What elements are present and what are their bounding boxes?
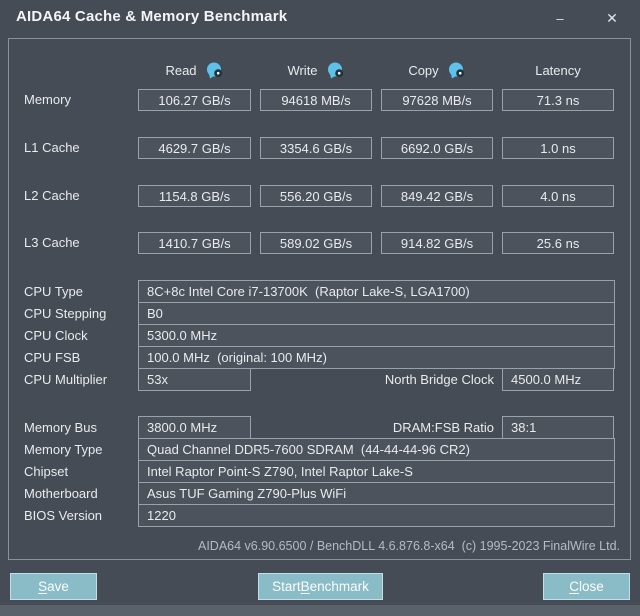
memory-read-value: 106.27 GB/s [138,89,251,111]
chipset-label: Chipset [24,464,69,479]
cpu-fsb-label: CPU FSB [24,350,81,365]
l2-write-value: 556.20 GB/s [260,185,372,207]
bios-version-row: BIOS Version 1220 [9,504,630,527]
cpu-stepping-row: CPU Stepping B0 [9,302,630,325]
l3-latency-value: 25.6 ns [502,232,614,254]
memory-latency-value: 71.3 ns [502,89,614,111]
close-button[interactable]: ✕ [590,0,634,36]
l1-latency-value: 1.0 ns [502,137,614,159]
north-bridge-clock-field: 4500.0 MHz [502,368,614,391]
column-header-read: Read [138,61,251,79]
cpu-type-row: CPU Type 8C+8c Intel Core i7-13700K (Rap… [9,280,630,303]
l1-copy-value: 6692.0 GB/s [381,137,493,159]
north-bridge-clock-label: North Bridge Clock [384,372,494,387]
cpu-multiplier-row: CPU Multiplier 53x North Bridge Clock 45… [9,368,630,391]
benchmark-row-l1-cache: L1 Cache 4629.7 GB/s 3354.6 GB/s 6692.0 … [9,137,630,159]
cpu-clock-label: CPU Clock [24,328,88,343]
bios-version-label: BIOS Version [24,508,103,523]
row-label-memory: Memory [24,92,71,107]
motherboard-row: Motherboard Asus TUF Gaming Z790-Plus Wi… [9,482,630,505]
bios-version-field: 1220 [138,504,615,527]
column-header-latency: Latency [502,61,614,79]
copy-info-bubble-icon[interactable] [448,62,466,79]
cpu-clock-field: 5300.0 MHz [138,324,615,347]
column-header-write: Write [260,61,372,79]
minimize-button[interactable]: – [538,0,582,36]
l2-copy-value: 849.42 GB/s [381,185,493,207]
motherboard-field: Asus TUF Gaming Z790-Plus WiFi [138,482,615,505]
write-column-label: Write [287,62,318,78]
dram-fsb-ratio-field: 38:1 [502,416,614,439]
memory-copy-value: 97628 MB/s [381,89,493,111]
memory-bus-field: 3800.0 MHz [138,416,251,439]
cpu-multiplier-field: 53x [138,368,251,391]
l3-write-value: 589.02 GB/s [260,232,372,254]
cpu-clock-row: CPU Clock 5300.0 MHz [9,324,630,347]
window-bottom-edge [0,605,640,616]
row-label-l1-cache: L1 Cache [24,140,80,155]
write-info-bubble-icon[interactable] [327,62,345,79]
chipset-row: Chipset Intel Raptor Point-S Z790, Intel… [9,460,630,483]
l3-read-value: 1410.7 GB/s [138,232,251,254]
memory-bus-row: Memory Bus 3800.0 MHz DRAM:FSB Ratio 38:… [9,416,630,439]
version-footer: AIDA64 v6.90.6500 / BenchDLL 4.6.876.8-x… [197,539,620,553]
l2-latency-value: 4.0 ns [502,185,614,207]
close-icon: ✕ [606,9,618,26]
column-header-copy: Copy [381,61,493,79]
l1-write-value: 3354.6 GB/s [260,137,372,159]
cpu-stepping-label: CPU Stepping [24,306,107,321]
read-column-label: Read [165,62,197,78]
cpu-fsb-field: 100.0 MHz (original: 100 MHz) [138,346,615,369]
memory-type-row: Memory Type Quad Channel DDR5-7600 SDRAM… [9,438,630,461]
chipset-field: Intel Raptor Point-S Z790, Intel Raptor … [138,460,615,483]
row-label-l2-cache: L2 Cache [24,188,80,203]
benchmark-row-l3-cache: L3 Cache 1410.7 GB/s 589.02 GB/s 914.82 … [9,232,630,254]
cpu-multiplier-label: CPU Multiplier [24,372,108,387]
l2-read-value: 1154.8 GB/s [138,185,251,207]
window-title: AIDA64 Cache & Memory Benchmark [16,8,288,25]
benchmark-row-memory: Memory 106.27 GB/s 94618 MB/s 97628 MB/s… [9,89,630,111]
cpu-type-field: 8C+8c Intel Core i7-13700K (Raptor Lake-… [138,280,615,303]
cpu-info-block: CPU Type 8C+8c Intel Core i7-13700K (Rap… [9,280,630,391]
memory-type-field: Quad Channel DDR5-7600 SDRAM (44-44-44-9… [138,438,615,461]
copy-column-label: Copy [408,62,439,78]
cpu-fsb-row: CPU FSB 100.0 MHz (original: 100 MHz) [9,346,630,369]
memory-type-label: Memory Type [24,442,103,457]
read-info-bubble-icon[interactable] [206,62,224,79]
memory-info-block: Memory Bus 3800.0 MHz DRAM:FSB Ratio 38:… [9,416,630,527]
title-bar: AIDA64 Cache & Memory Benchmark – ✕ [0,0,640,36]
minimize-icon: – [556,10,564,26]
l3-copy-value: 914.82 GB/s [381,232,493,254]
dram-fsb-ratio-label: DRAM:FSB Ratio [392,420,494,435]
l1-read-value: 4629.7 GB/s [138,137,251,159]
cpu-stepping-field: B0 [138,302,615,325]
latency-column-label: Latency [535,62,581,78]
row-label-l3-cache: L3 Cache [24,235,80,250]
benchmark-row-l2-cache: L2 Cache 1154.8 GB/s 556.20 GB/s 849.42 … [9,185,630,207]
cpu-type-label: CPU Type [24,284,84,299]
benchmark-panel: Read Write Copy Latency Memory 106.27 GB… [8,38,631,560]
memory-write-value: 94618 MB/s [260,89,372,111]
memory-bus-label: Memory Bus [24,420,97,435]
motherboard-label: Motherboard [24,486,98,501]
